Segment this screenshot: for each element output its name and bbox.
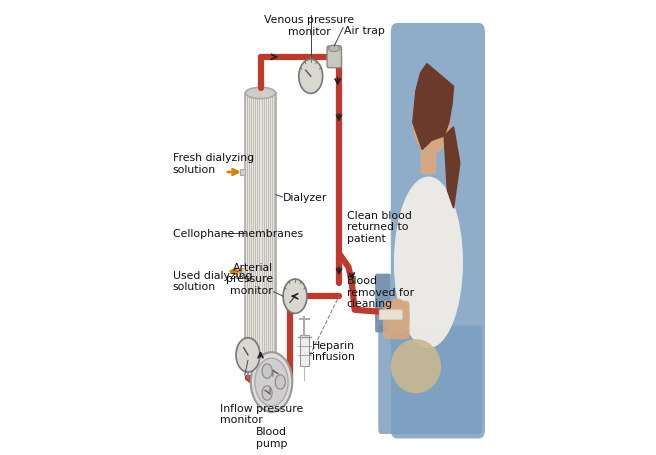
FancyBboxPatch shape — [391, 24, 485, 439]
Circle shape — [276, 375, 285, 389]
Text: Fresh dialyzing
solution: Fresh dialyzing solution — [173, 153, 254, 174]
Circle shape — [298, 60, 323, 94]
Text: Blood
pump: Blood pump — [256, 426, 287, 448]
FancyBboxPatch shape — [379, 310, 402, 320]
Text: Blood
removed for
cleaning: Blood removed for cleaning — [347, 275, 414, 308]
Circle shape — [262, 386, 272, 400]
Text: Clean blood
returned to
patient: Clean blood returned to patient — [347, 210, 412, 243]
Text: Dialyzer: Dialyzer — [283, 192, 327, 202]
Polygon shape — [413, 65, 453, 150]
Text: Inflow pressure
monitor: Inflow pressure monitor — [220, 403, 303, 425]
FancyBboxPatch shape — [420, 143, 436, 175]
Text: Used dialyzing
solution: Used dialyzing solution — [173, 270, 252, 292]
Ellipse shape — [245, 354, 276, 365]
Circle shape — [255, 358, 288, 406]
FancyBboxPatch shape — [379, 326, 482, 434]
FancyBboxPatch shape — [300, 335, 309, 366]
Bar — [240, 169, 245, 176]
Circle shape — [251, 353, 292, 412]
Text: Heparin
infusion: Heparin infusion — [312, 340, 356, 361]
Ellipse shape — [384, 299, 409, 335]
FancyBboxPatch shape — [383, 301, 409, 339]
Bar — [245, 94, 276, 359]
FancyBboxPatch shape — [327, 47, 342, 69]
FancyBboxPatch shape — [375, 274, 391, 333]
Polygon shape — [444, 127, 460, 209]
Text: Cellophane membranes: Cellophane membranes — [173, 228, 302, 238]
Ellipse shape — [245, 88, 276, 99]
Text: Arterial
pressure
monitor: Arterial pressure monitor — [226, 262, 273, 295]
Text: Venous pressure
monitor: Venous pressure monitor — [264, 15, 354, 36]
Ellipse shape — [394, 177, 463, 349]
Bar — [240, 268, 245, 275]
Circle shape — [262, 364, 272, 379]
Ellipse shape — [391, 339, 441, 394]
Text: Air trap: Air trap — [344, 26, 384, 36]
Circle shape — [236, 338, 260, 372]
Ellipse shape — [413, 91, 451, 155]
Ellipse shape — [329, 46, 340, 52]
Circle shape — [283, 279, 307, 313]
